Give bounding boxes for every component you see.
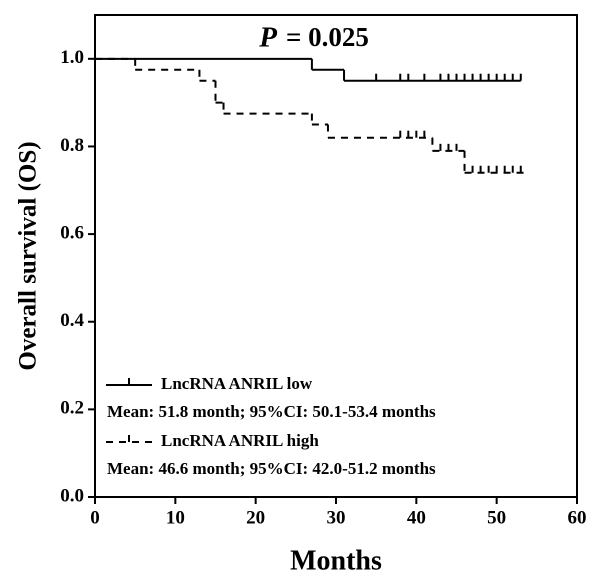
x-tick-label: 30 (327, 507, 346, 528)
x-tick-label: 20 (246, 507, 265, 528)
plot-frame (94, 14, 578, 498)
x-tick-label: 10 (166, 507, 185, 528)
y-tick-label: 0.2 (60, 398, 84, 419)
y-tick-label: 0.0 (60, 485, 84, 506)
y-tick-label: 0.4 (60, 310, 84, 331)
y-tick-label: 1.0 (60, 47, 84, 68)
legend-label: LncRNA ANRIL high (161, 431, 319, 450)
legend-note: Mean: 51.8 month; 95%CI: 50.1-53.4 month… (107, 402, 436, 421)
x-tick-label: 60 (568, 507, 587, 528)
y-tick-label: 0.6 (60, 222, 84, 243)
p-value: = 0.025 (286, 22, 369, 52)
p-label: P (258, 22, 277, 54)
legend-label: LncRNA ANRIL low (161, 374, 313, 393)
x-axis-label: Months (290, 545, 382, 576)
y-tick-label: 0.8 (60, 135, 84, 156)
x-tick-label: 50 (487, 507, 506, 528)
legend-note: Mean: 46.6 month; 95%CI: 42.0-51.2 month… (107, 459, 436, 478)
x-tick-label: 40 (407, 507, 426, 528)
y-axis-label: Overall survival (OS) (15, 141, 42, 370)
x-tick-label: 0 (90, 507, 100, 528)
